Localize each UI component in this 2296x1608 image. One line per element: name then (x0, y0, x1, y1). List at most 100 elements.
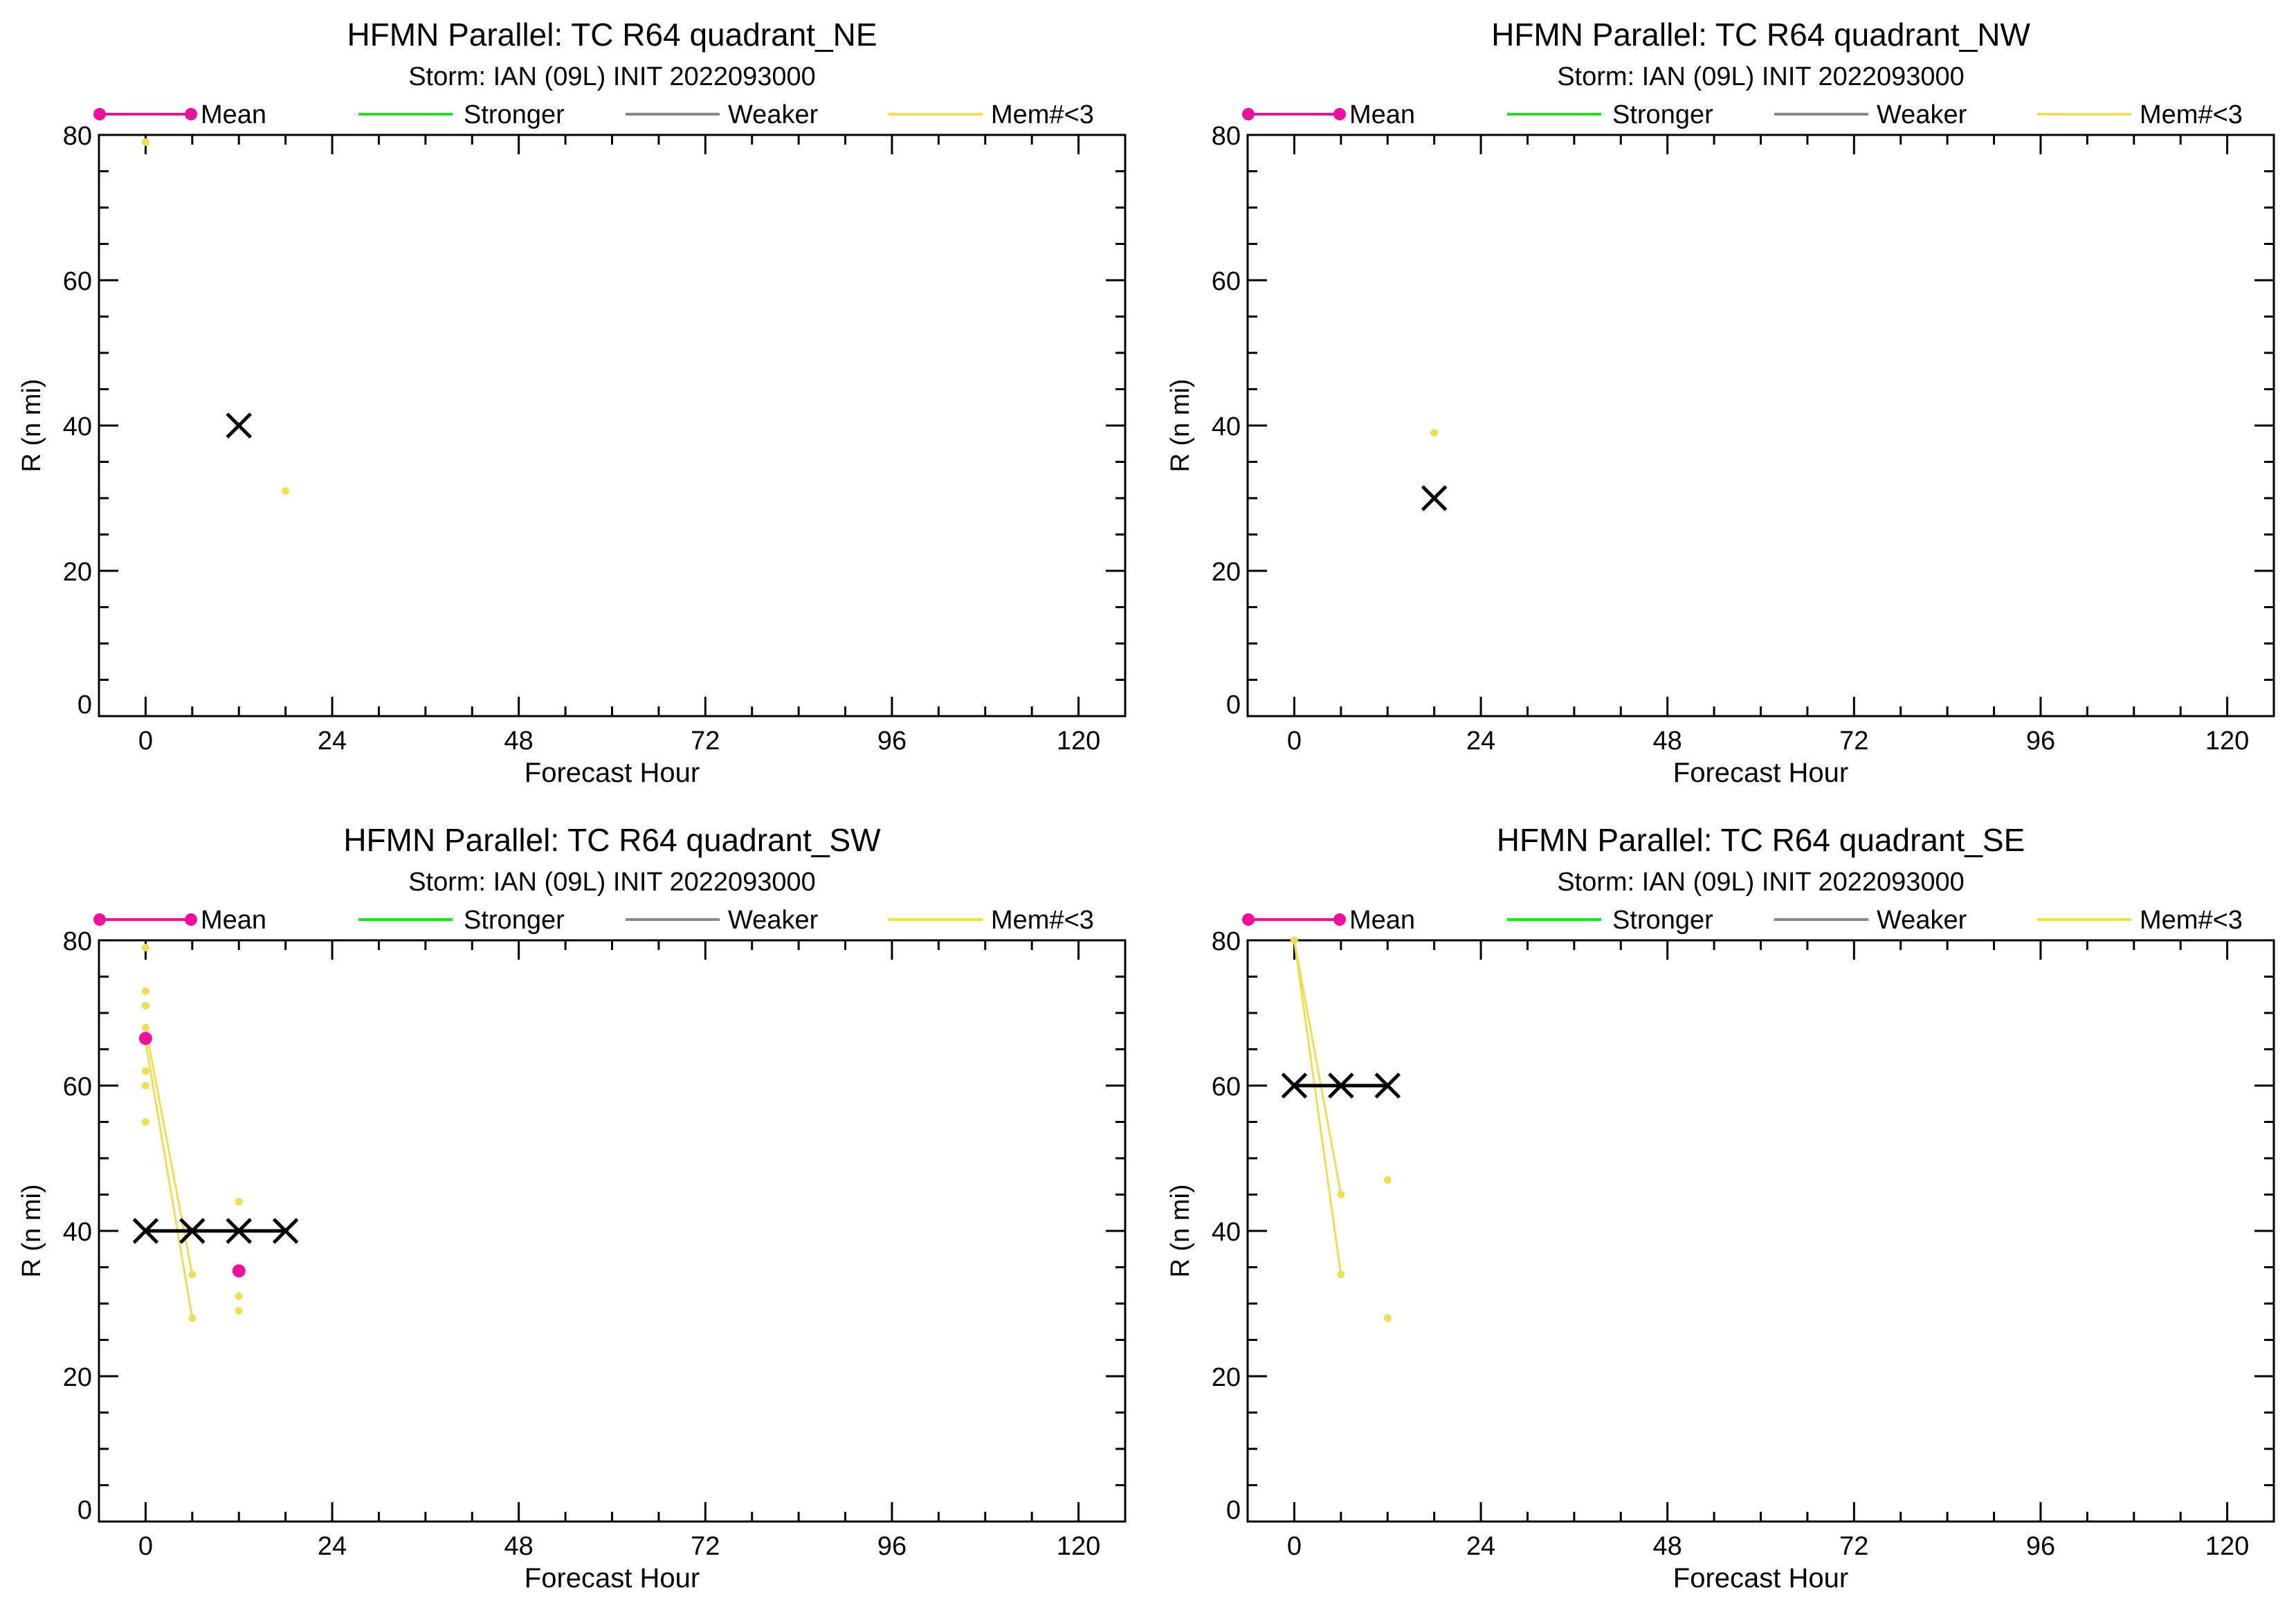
member-point (282, 487, 290, 495)
member-point (141, 138, 149, 146)
legend-weaker-label: Weaker (728, 100, 819, 129)
member-point (1383, 1176, 1392, 1184)
legend-stronger-label: Stronger (464, 100, 565, 129)
y-tick-label: 0 (1226, 691, 1241, 720)
best-track-marker (1281, 1072, 1308, 1099)
chart-panel: HFMN Parallel: TC R64 quadrant_NE Storm: … (17, 17, 1127, 788)
mean-point (232, 1264, 246, 1278)
legend-mean-marker (185, 108, 197, 120)
chart-panel: HFMN Parallel: TC R64 quadrant_SW Storm: … (17, 822, 1127, 1593)
y-tick-label: 60 (63, 267, 92, 296)
y-axis-label: R (n mi) (17, 378, 46, 472)
legend-mean-marker (1242, 913, 1255, 926)
x-tick-label: 120 (2205, 727, 2249, 756)
best-track-marker (1374, 1072, 1401, 1099)
y-tick-label: 20 (1212, 1363, 1241, 1392)
legend-mean-label: Mean (1349, 906, 1415, 935)
x-tick-label: 48 (504, 727, 534, 756)
chart-subtitle: Storm: IAN (09L) INIT 2022093000 (408, 62, 816, 91)
member-point (141, 1023, 149, 1032)
chart-title: HFMN Parallel: TC R64 quadrant_SW (343, 822, 881, 858)
legend-weaker-label: Weaker (1877, 100, 1967, 129)
legend-mean-label: Mean (201, 906, 266, 935)
chart-title: HFMN Parallel: TC R64 quadrant_NE (347, 17, 877, 53)
member-series-line (144, 1027, 194, 1275)
legend-mem-label: Mem#<3 (2140, 100, 2243, 129)
member-point (141, 1002, 149, 1009)
legend-mem-label: Mem#<3 (2140, 906, 2243, 935)
x-tick-label: 0 (138, 1532, 153, 1561)
member-point (141, 1118, 149, 1126)
best-track-marker (1421, 485, 1448, 511)
x-tick-label: 24 (318, 727, 347, 756)
legend-stronger-label: Stronger (1612, 906, 1713, 935)
x-axis-label: Forecast Hour (525, 758, 700, 788)
y-tick-label: 20 (63, 558, 92, 587)
legend-mean-marker (1333, 108, 1346, 120)
member-point (235, 1307, 243, 1315)
x-tick-label: 72 (1839, 1532, 1868, 1561)
y-tick-label: 0 (78, 1496, 92, 1525)
x-tick-label: 24 (1466, 1532, 1495, 1561)
y-axis-label: R (n mi) (17, 1184, 46, 1277)
best-track-marker (1328, 1072, 1354, 1099)
x-tick-label: 96 (2026, 727, 2055, 756)
chart-panel: HFMN Parallel: TC R64 quadrant_SE Storm: … (1166, 822, 2275, 1593)
legend-mean-label: Mean (1349, 100, 1415, 129)
y-tick-label: 80 (1212, 122, 1241, 151)
y-tick-label: 40 (1212, 1218, 1241, 1247)
member-point (1290, 936, 1298, 944)
chart-panel: HFMN Parallel: TC R64 quadrant_NW Storm: … (1166, 17, 2275, 788)
plot-frame (1246, 134, 2275, 718)
x-tick-label: 0 (1287, 727, 1302, 756)
x-tick-label: 24 (318, 1532, 347, 1561)
x-tick-label: 120 (1057, 1532, 1100, 1561)
y-tick-label: 60 (1212, 267, 1241, 296)
mean-point (138, 1032, 152, 1045)
member-point (1337, 1270, 1345, 1279)
chart-title: HFMN Parallel: TC R64 quadrant_NW (1491, 17, 2030, 53)
y-tick-label: 20 (63, 1363, 92, 1392)
y-tick-label: 80 (63, 122, 92, 151)
best-track-marker (272, 1218, 299, 1244)
legend-mem-label: Mem#<3 (991, 100, 1094, 129)
y-tick-label: 40 (63, 412, 92, 441)
y-axis-label: R (n mi) (1166, 378, 1195, 472)
x-tick-label: 96 (877, 1532, 906, 1561)
x-tick-label: 48 (1653, 727, 1682, 756)
member-series-line (1293, 940, 1342, 1275)
x-tick-label: 72 (691, 727, 720, 756)
member-point (235, 1292, 243, 1300)
member-point (1383, 1314, 1392, 1322)
legend-mean-marker (185, 913, 197, 926)
member-point (188, 1270, 197, 1279)
y-tick-label: 0 (78, 691, 92, 720)
plot-frame (1246, 939, 2275, 1523)
chart-title: HFMN Parallel: TC R64 quadrant_SE (1497, 822, 2025, 858)
x-tick-label: 48 (504, 1532, 534, 1561)
x-tick-label: 48 (1653, 1532, 1682, 1561)
member-point (235, 1198, 243, 1206)
member-point (1337, 1191, 1345, 1198)
y-tick-label: 80 (1212, 927, 1241, 956)
legend-stronger-label: Stronger (1612, 100, 1713, 129)
chart-subtitle: Storm: IAN (09L) INIT 2022093000 (408, 868, 816, 897)
y-tick-label: 40 (1212, 412, 1241, 441)
x-tick-label: 120 (2205, 1532, 2249, 1561)
member-point (141, 1067, 149, 1075)
member-point (141, 987, 149, 995)
member-point (141, 944, 149, 951)
member-point (141, 1081, 149, 1090)
y-axis-label: R (n mi) (1166, 1184, 1195, 1277)
member-series-line (144, 1041, 194, 1319)
plot-frame (98, 134, 1127, 718)
x-axis-label: Forecast Hour (525, 1563, 700, 1593)
y-tick-label: 20 (1212, 558, 1241, 587)
legend-mean-marker (1242, 108, 1255, 120)
x-axis-label: Forecast Hour (1673, 1563, 1848, 1593)
y-tick-label: 0 (1226, 1496, 1241, 1525)
legend-mean-marker (93, 108, 106, 120)
x-tick-label: 72 (691, 1532, 720, 1561)
x-axis-label: Forecast Hour (1673, 758, 1848, 788)
y-tick-label: 60 (1212, 1072, 1241, 1102)
